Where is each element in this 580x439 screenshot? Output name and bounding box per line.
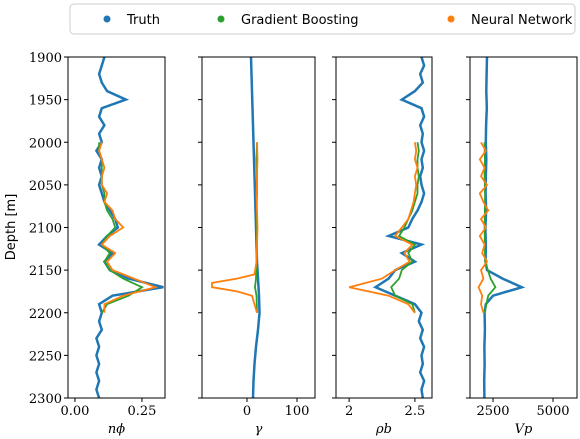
y-tick-label: 1900 <box>29 51 62 66</box>
series-line <box>483 142 497 313</box>
plot-frame <box>469 56 578 399</box>
series-line <box>348 142 419 314</box>
y-tick-label: 1950 <box>29 94 62 109</box>
x-tick-label: 0 <box>243 404 251 419</box>
series-line <box>482 57 526 398</box>
plot-frame <box>335 56 433 399</box>
legend-marker <box>447 15 455 23</box>
series-line <box>390 142 420 314</box>
plot-frame <box>67 56 166 399</box>
series-line <box>98 142 159 313</box>
y-tick-label: 2100 <box>29 222 62 237</box>
x-tick-label: 0.00 <box>60 404 89 419</box>
legend-label: Neural Network <box>471 13 573 28</box>
x-tick-label: 2.5 <box>405 404 426 419</box>
legend-label: Gradient Boosting <box>241 13 359 28</box>
y-tick-label: 2000 <box>29 136 62 151</box>
x-tick-label: 0.25 <box>127 404 156 419</box>
x-axis-label: nϕ <box>108 422 125 437</box>
x-axis-label: ρb <box>375 422 392 437</box>
y-tick-label: 2300 <box>29 392 62 407</box>
series-line <box>211 142 259 314</box>
x-tick-label: 100 <box>285 404 310 419</box>
legend-marker <box>103 15 111 23</box>
series-line <box>477 141 490 314</box>
x-tick-label: 2500 <box>476 404 509 419</box>
y-axis-label: Depth [m] <box>4 194 19 261</box>
y-tick-label: 2150 <box>29 264 62 279</box>
legend-marker <box>217 15 225 23</box>
legend-box <box>69 3 576 35</box>
plot-frame <box>201 56 316 399</box>
y-tick-label: 2250 <box>29 349 62 364</box>
x-axis-label: Vp <box>515 422 533 437</box>
series-line <box>249 57 261 398</box>
x-tick-label: 5000 <box>536 404 569 419</box>
y-tick-label: 2050 <box>29 179 62 194</box>
x-axis-label: γ <box>255 422 263 437</box>
y-tick-label: 2200 <box>29 307 62 322</box>
series-line <box>94 57 164 398</box>
legend-label: Truth <box>126 13 160 28</box>
series-line <box>98 142 144 314</box>
series-line <box>372 57 426 398</box>
x-tick-label: 2 <box>345 404 353 419</box>
